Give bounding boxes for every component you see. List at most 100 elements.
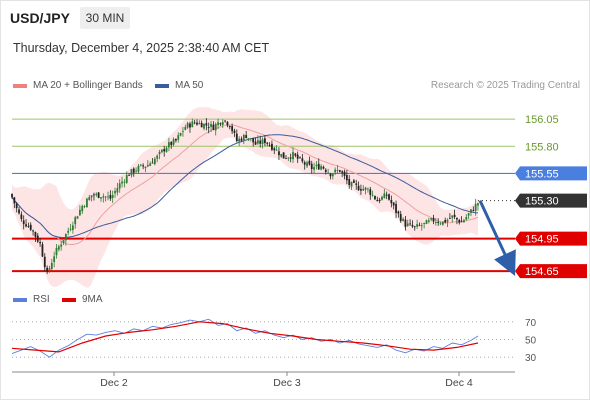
- candle-body: [15, 203, 18, 209]
- candle-body: [261, 139, 264, 145]
- candle-body: [189, 123, 191, 128]
- candle-body: [46, 267, 49, 272]
- candle-body: [221, 122, 224, 126]
- candle-body: [371, 194, 374, 196]
- legend-ma50-label: MA 50: [175, 80, 204, 91]
- candle-body: [233, 130, 236, 133]
- candle-body: [240, 138, 243, 141]
- candle-body: [64, 233, 67, 241]
- candle-body: [271, 143, 273, 150]
- candle-body: [247, 138, 250, 140]
- candle-body: [128, 175, 130, 176]
- candle-body: [448, 218, 451, 219]
- candle-body: [231, 126, 234, 132]
- candle-body: [350, 181, 353, 187]
- candle-body: [423, 222, 426, 224]
- candle-body: [29, 224, 32, 230]
- candle-body: [245, 135, 248, 139]
- legend-rsi: RSI: [13, 294, 50, 305]
- candle-body: [317, 163, 320, 170]
- candle-body: [292, 152, 294, 160]
- ma50-line: [11, 134, 479, 239]
- candle-body: [71, 225, 74, 230]
- candle-body: [86, 198, 88, 208]
- candle-body: [235, 133, 238, 142]
- candle-body: [116, 188, 119, 193]
- candle-body: [210, 123, 212, 128]
- candle-body: [79, 209, 81, 216]
- candle-body: [219, 123, 222, 125]
- candle-body: [81, 206, 84, 212]
- candle-body: [50, 262, 53, 270]
- candle-body: [441, 221, 444, 225]
- candle-body: [374, 196, 376, 200]
- candle-body: [343, 171, 346, 176]
- candle-body: [360, 189, 362, 191]
- candle-body: [338, 170, 341, 172]
- candle-body: [434, 222, 437, 223]
- candle-body: [254, 141, 257, 145]
- candle-body: [460, 221, 463, 223]
- candle-body: [418, 224, 421, 226]
- rsi-swatch: [13, 297, 27, 302]
- forecast-arrow: [478, 199, 516, 277]
- candle-body: [294, 153, 297, 156]
- candle-body: [43, 256, 46, 268]
- candle-body: [413, 226, 416, 228]
- candle-body: [472, 210, 475, 211]
- candle-body: [53, 256, 56, 263]
- candle-body: [310, 163, 313, 170]
- candle-body: [285, 158, 287, 160]
- candle-body: [203, 123, 205, 129]
- candle-body: [104, 196, 107, 198]
- timeframe-badge[interactable]: 30 MIN: [80, 7, 130, 29]
- candle-body: [165, 147, 168, 152]
- candle-body: [456, 217, 458, 220]
- candle-body: [11, 193, 13, 198]
- candle-body: [191, 121, 194, 128]
- bollinger-band: [12, 107, 478, 288]
- candle-body: [200, 122, 203, 128]
- candle-body: [437, 221, 440, 223]
- candle-body: [467, 213, 470, 216]
- candle-body: [264, 138, 266, 144]
- candle-body: [331, 173, 334, 177]
- candle-body: [364, 187, 367, 190]
- candle-body: [378, 199, 381, 201]
- nine-ma-swatch: [62, 297, 76, 302]
- ma50-swatch: [155, 83, 169, 88]
- candle-body: [395, 204, 397, 213]
- candle-body: [470, 209, 472, 213]
- candle-body: [13, 197, 16, 204]
- candle-body: [242, 134, 245, 141]
- candle-body: [167, 142, 170, 148]
- candle-body: [22, 220, 25, 225]
- candle-body: [69, 228, 72, 230]
- candle-body: [88, 197, 91, 201]
- candle-body: [238, 138, 241, 142]
- price-label: 154.95: [525, 234, 559, 246]
- candle-body: [123, 181, 126, 183]
- candle-body: [341, 171, 344, 173]
- candle-body: [249, 138, 252, 140]
- candle-body: [268, 145, 271, 146]
- candle-body: [18, 209, 20, 214]
- candle-body: [465, 217, 468, 220]
- candle-body: [207, 127, 210, 128]
- legend-9ma-label: 9MA: [82, 294, 103, 305]
- price-label: 155.30: [525, 196, 559, 208]
- candle-body: [146, 165, 149, 167]
- x-tick-label: Dec 2: [100, 377, 128, 389]
- candle-body: [132, 168, 135, 173]
- candle-body: [453, 214, 456, 218]
- candle-body: [32, 230, 34, 232]
- candle-body: [67, 230, 70, 233]
- candle-body: [376, 199, 379, 202]
- candle-body: [420, 225, 423, 227]
- candle-body: [306, 162, 308, 167]
- x-tick-label: Dec 4: [445, 377, 473, 389]
- candle-body: [315, 164, 318, 167]
- price-label-bg: [515, 166, 587, 181]
- candle-body: [352, 180, 355, 183]
- candle-body: [100, 197, 102, 199]
